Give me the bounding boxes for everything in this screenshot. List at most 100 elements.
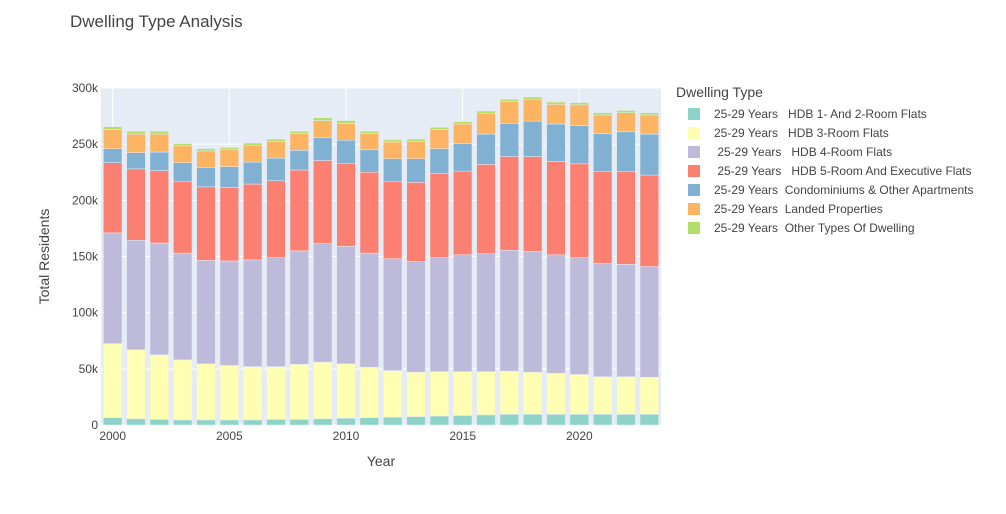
bar-segment-2019-series-1[interactable] <box>546 414 566 426</box>
bar-segment-2019-series-4[interactable] <box>546 161 566 256</box>
bar-segment-2003-series-3[interactable] <box>173 252 193 361</box>
bar-segment-2023-series-2[interactable] <box>639 377 659 415</box>
bar-segment-2013-series-1[interactable] <box>406 416 426 426</box>
bar-segment-2017-series-5[interactable] <box>499 123 519 157</box>
legend-item-3[interactable]: 25-29 Years HDB 4-Room Flats <box>676 142 973 161</box>
bar-segment-2009-series-6[interactable] <box>313 120 333 138</box>
bar-segment-2015-series-2[interactable] <box>453 371 473 416</box>
bar-segment-2018-series-5[interactable] <box>523 120 543 157</box>
bar-segment-2000-series-4[interactable] <box>103 162 123 234</box>
bar-segment-2019-series-5[interactable] <box>546 123 566 162</box>
bar-segment-2002-series-2[interactable] <box>149 354 169 420</box>
bar-segment-2013-series-4[interactable] <box>406 182 426 262</box>
bar-segment-2005-series-1[interactable] <box>219 419 239 426</box>
bar-segment-2022-series-3[interactable] <box>616 264 636 377</box>
bar-segment-2001-series-2[interactable] <box>126 349 146 420</box>
bar-segment-2017-series-2[interactable] <box>499 370 519 415</box>
bar-segment-2002-series-7[interactable] <box>149 130 169 135</box>
bar-segment-2021-series-5[interactable] <box>593 133 613 172</box>
bar-segment-2005-series-2[interactable] <box>219 365 239 421</box>
bar-segment-2007-series-5[interactable] <box>266 157 286 181</box>
bar-segment-2013-series-7[interactable] <box>406 138 426 142</box>
bar-segment-2005-series-4[interactable] <box>219 187 239 262</box>
bar-segment-2002-series-3[interactable] <box>149 242 169 356</box>
bar-segment-2003-series-6[interactable] <box>173 145 193 163</box>
bar-segment-2009-series-2[interactable] <box>313 361 333 420</box>
bar-segment-2018-series-4[interactable] <box>523 156 543 252</box>
bar-segment-2023-series-4[interactable] <box>639 174 659 267</box>
bar-segment-2003-series-7[interactable] <box>173 143 193 147</box>
bar-segment-2011-series-6[interactable] <box>359 133 379 151</box>
bar-segment-2022-series-6[interactable] <box>616 112 636 133</box>
bar-segment-2001-series-3[interactable] <box>126 239 146 350</box>
bar-segment-2013-series-5[interactable] <box>406 158 426 183</box>
bar-segment-2016-series-2[interactable] <box>476 371 496 416</box>
bar-segment-2011-series-3[interactable] <box>359 252 379 368</box>
bar-segment-2022-series-5[interactable] <box>616 131 636 172</box>
bar-segment-2006-series-5[interactable] <box>243 161 263 185</box>
bar-segment-2022-series-7[interactable] <box>616 110 636 113</box>
bar-segment-2007-series-6[interactable] <box>266 141 286 159</box>
bar-segment-2004-series-6[interactable] <box>196 150 216 169</box>
bar-segment-2009-series-7[interactable] <box>313 117 333 121</box>
bar-segment-2014-series-7[interactable] <box>429 127 449 130</box>
bar-segment-2004-series-1[interactable] <box>196 419 216 426</box>
bar-segment-2010-series-7[interactable] <box>336 120 356 124</box>
bar-segment-2006-series-3[interactable] <box>243 259 263 367</box>
bar-segment-2001-series-7[interactable] <box>126 130 146 135</box>
bar-segment-2016-series-5[interactable] <box>476 133 496 165</box>
bar-segment-2006-series-4[interactable] <box>243 183 263 261</box>
bar-segment-2001-series-4[interactable] <box>126 168 146 241</box>
bar-segment-2009-series-4[interactable] <box>313 160 333 244</box>
bar-segment-2020-series-2[interactable] <box>569 374 589 415</box>
bar-segment-2023-series-3[interactable] <box>639 266 659 378</box>
bar-segment-2016-series-4[interactable] <box>476 164 496 254</box>
bar-segment-2012-series-7[interactable] <box>383 139 403 143</box>
bar-segment-2012-series-3[interactable] <box>383 258 403 371</box>
bar-segment-2008-series-3[interactable] <box>289 250 309 365</box>
bar-segment-2012-series-6[interactable] <box>383 141 403 160</box>
bar-segment-2019-series-3[interactable] <box>546 254 566 374</box>
bar-segment-2000-series-6[interactable] <box>103 129 123 149</box>
bar-segment-2011-series-5[interactable] <box>359 149 379 173</box>
bar-segment-2015-series-7[interactable] <box>453 121 473 125</box>
bar-segment-2022-series-1[interactable] <box>616 414 636 426</box>
bar-segment-2014-series-5[interactable] <box>429 148 449 174</box>
bar-segment-2001-series-5[interactable] <box>126 152 146 170</box>
bar-segment-2005-series-6[interactable] <box>219 149 239 167</box>
bar-segment-2006-series-6[interactable] <box>243 145 263 163</box>
bar-segment-2011-series-7[interactable] <box>359 130 379 134</box>
bar-segment-2020-series-1[interactable] <box>569 414 589 426</box>
bar-segment-2009-series-5[interactable] <box>313 137 333 161</box>
bar-segment-2022-series-4[interactable] <box>616 171 636 265</box>
bar-segment-2020-series-5[interactable] <box>569 125 589 165</box>
bar-segment-2005-series-3[interactable] <box>219 260 239 366</box>
bar-segment-2010-series-6[interactable] <box>336 123 356 141</box>
bar-segment-2019-series-2[interactable] <box>546 373 566 415</box>
bar-segment-2006-series-2[interactable] <box>243 366 263 421</box>
bar-segment-2013-series-6[interactable] <box>406 141 426 160</box>
bar-segment-2014-series-2[interactable] <box>429 371 449 417</box>
bar-segment-2019-series-7[interactable] <box>546 101 566 105</box>
bar-segment-2015-series-6[interactable] <box>453 123 473 144</box>
bar-segment-2002-series-5[interactable] <box>149 151 169 171</box>
bar-segment-2003-series-5[interactable] <box>173 162 193 182</box>
bar-segment-2010-series-5[interactable] <box>336 139 356 164</box>
legend-item-1[interactable]: 25-29 Years HDB 1- And 2-Room Flats <box>676 104 973 123</box>
bar-segment-2000-series-1[interactable] <box>103 417 123 426</box>
bar-segment-2018-series-6[interactable] <box>523 98 543 122</box>
bar-segment-2017-series-3[interactable] <box>499 250 519 372</box>
bar-segment-2009-series-3[interactable] <box>313 243 333 363</box>
bar-segment-2020-series-6[interactable] <box>569 104 589 126</box>
bar-segment-2013-series-3[interactable] <box>406 261 426 373</box>
bar-segment-2009-series-1[interactable] <box>313 418 333 426</box>
bar-segment-2001-series-6[interactable] <box>126 133 146 153</box>
bar-segment-2021-series-7[interactable] <box>593 112 613 116</box>
bar-segment-2010-series-3[interactable] <box>336 246 356 365</box>
bar-segment-2000-series-7[interactable] <box>103 126 123 130</box>
legend-item-4[interactable]: 25-29 Years HDB 5-Room And Executive Fla… <box>676 161 973 180</box>
bar-segment-2017-series-1[interactable] <box>499 414 519 426</box>
bar-segment-2023-series-6[interactable] <box>639 114 659 135</box>
bar-segment-2019-series-6[interactable] <box>546 104 566 125</box>
bar-segment-2007-series-1[interactable] <box>266 419 286 426</box>
